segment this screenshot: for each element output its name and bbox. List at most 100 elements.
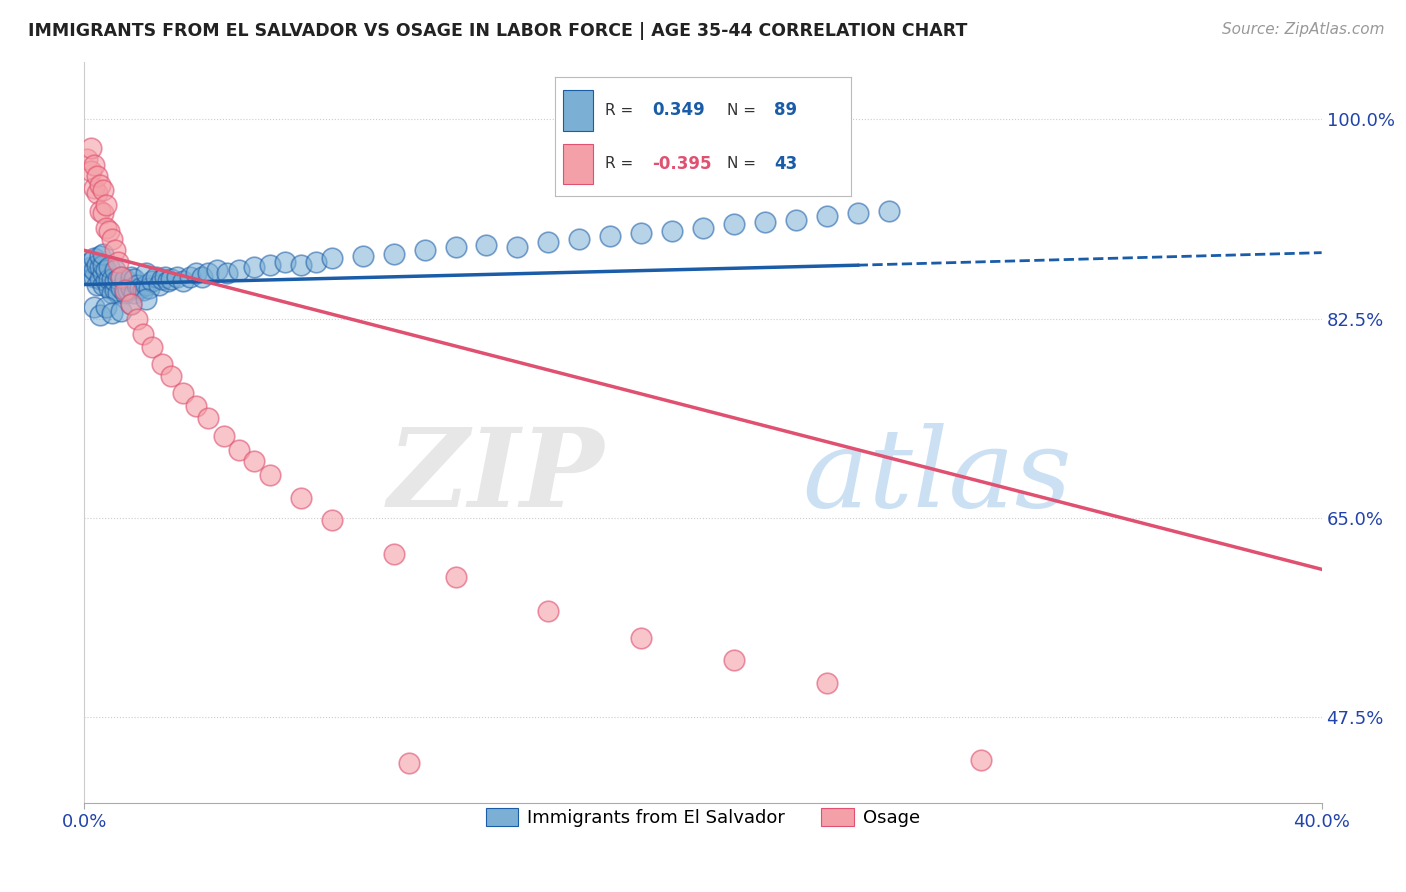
Point [160, 368, 183, 383]
Point [91, 183, 114, 197]
Point [107, 272, 129, 286]
Point [107, 254, 129, 268]
Point [274, 254, 297, 268]
Point [83, 301, 105, 315]
Point [228, 262, 250, 277]
Point [599, 228, 621, 243]
Point [120, 297, 142, 311]
Point [259, 258, 281, 272]
Point [444, 570, 467, 584]
Point [94, 198, 117, 212]
Point [94, 262, 117, 277]
Point [145, 269, 167, 284]
Point [120, 297, 142, 311]
Text: ZIP: ZIP [388, 424, 605, 531]
Point [970, 752, 993, 766]
Point [83, 252, 105, 266]
Point [120, 281, 142, 295]
Point [110, 269, 132, 284]
Point [86, 258, 108, 272]
Point [166, 269, 188, 284]
Text: IMMIGRANTS FROM EL SALVADOR VS OSAGE IN LABOR FORCE | AGE 35-44 CORRELATION CHAR: IMMIGRANTS FROM EL SALVADOR VS OSAGE IN … [28, 22, 967, 40]
Point [101, 306, 124, 320]
Point [537, 604, 560, 618]
Point [197, 410, 219, 425]
Point [122, 272, 145, 286]
Point [129, 281, 152, 295]
Point [382, 247, 405, 261]
Point [172, 274, 194, 288]
Point [89, 272, 111, 286]
Point [86, 169, 108, 184]
Point [444, 240, 467, 254]
Point [172, 385, 194, 400]
Point [94, 274, 117, 288]
Point [114, 283, 136, 297]
Point [83, 262, 105, 277]
Point [79, 141, 101, 155]
Point [104, 283, 127, 297]
Point [160, 272, 183, 286]
Point [184, 266, 207, 280]
Point [212, 429, 235, 443]
Point [568, 232, 591, 246]
Point [630, 227, 652, 241]
Point [630, 631, 652, 645]
Point [79, 163, 101, 178]
Point [138, 281, 160, 295]
Point [243, 260, 266, 275]
Point [89, 203, 111, 218]
Point [98, 272, 121, 286]
Point [91, 247, 114, 261]
Point [101, 232, 124, 246]
Point [692, 220, 714, 235]
Point [132, 326, 155, 341]
Point [76, 266, 98, 280]
Point [91, 258, 114, 272]
Point [321, 513, 343, 527]
Point [94, 220, 117, 235]
Point [305, 254, 328, 268]
Point [723, 217, 745, 231]
Point [141, 274, 163, 288]
Point [83, 269, 105, 284]
Point [83, 180, 105, 194]
Point [259, 467, 281, 482]
Point [156, 274, 179, 288]
Point [101, 272, 124, 286]
Text: atlas: atlas [801, 424, 1071, 531]
Point [79, 260, 101, 275]
Point [114, 285, 136, 300]
Point [79, 254, 101, 268]
Point [398, 756, 420, 770]
Point [98, 260, 121, 275]
Point [815, 676, 838, 690]
Point [91, 266, 114, 280]
Point [110, 269, 132, 284]
Point [125, 277, 148, 292]
Point [125, 311, 148, 326]
Point [382, 548, 405, 562]
Point [89, 308, 111, 322]
Point [86, 186, 108, 201]
Point [191, 269, 214, 284]
Point [228, 442, 250, 457]
Point [117, 283, 139, 297]
Point [104, 262, 127, 277]
Point [661, 224, 683, 238]
Point [290, 491, 312, 505]
Point [135, 277, 157, 292]
Point [101, 285, 124, 300]
Legend: Immigrants from El Salvador, Osage: Immigrants from El Salvador, Osage [478, 801, 928, 835]
Point [104, 244, 127, 258]
Point [197, 266, 219, 280]
Point [475, 237, 498, 252]
Point [207, 262, 229, 277]
Point [413, 244, 436, 258]
Point [83, 158, 105, 172]
Point [135, 266, 157, 280]
Point [179, 269, 201, 284]
Point [98, 281, 121, 295]
Point [76, 153, 98, 167]
Point [723, 653, 745, 667]
